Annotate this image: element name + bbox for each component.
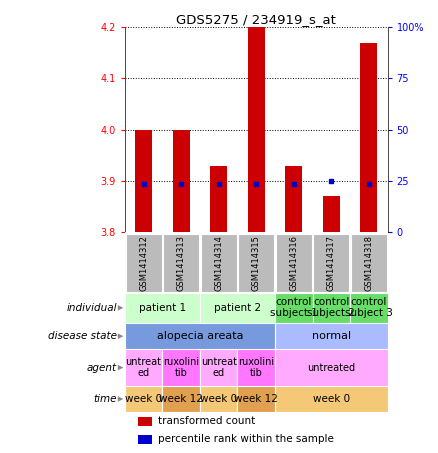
Bar bbox=[125, 349, 162, 386]
Text: untreated: untreated bbox=[307, 362, 355, 372]
Text: GSM1414312: GSM1414312 bbox=[139, 235, 148, 290]
Bar bbox=[350, 293, 388, 323]
Text: disease state: disease state bbox=[48, 331, 117, 341]
Bar bbox=[163, 234, 199, 292]
Bar bbox=[248, 27, 265, 232]
Text: GSM1414317: GSM1414317 bbox=[327, 235, 336, 290]
Bar bbox=[237, 386, 275, 412]
Bar bbox=[210, 166, 227, 232]
Text: agent: agent bbox=[87, 362, 117, 372]
Bar bbox=[285, 166, 302, 232]
Text: percentile rank within the sample: percentile rank within the sample bbox=[158, 434, 334, 444]
Bar bbox=[162, 386, 200, 412]
Text: patient 2: patient 2 bbox=[214, 303, 261, 313]
Bar bbox=[313, 293, 350, 323]
Text: GSM1414314: GSM1414314 bbox=[214, 235, 223, 290]
Bar bbox=[313, 234, 350, 292]
Bar bbox=[200, 349, 237, 386]
Bar bbox=[200, 386, 237, 412]
Bar bbox=[138, 435, 152, 444]
Bar bbox=[125, 323, 275, 349]
Text: GSM1414316: GSM1414316 bbox=[289, 235, 298, 290]
Text: control
subject 3: control subject 3 bbox=[345, 298, 393, 318]
Text: week 0: week 0 bbox=[200, 394, 237, 404]
Bar bbox=[126, 234, 162, 292]
Bar bbox=[351, 234, 387, 292]
Bar bbox=[275, 323, 388, 349]
Bar bbox=[360, 43, 377, 232]
Text: week 0: week 0 bbox=[125, 394, 162, 404]
Bar bbox=[276, 234, 312, 292]
Text: ruxolini
tib: ruxolini tib bbox=[163, 357, 199, 378]
Text: week 12: week 12 bbox=[159, 394, 203, 404]
Text: GSM1414318: GSM1414318 bbox=[364, 235, 373, 290]
Text: untreat
ed: untreat ed bbox=[126, 357, 162, 378]
Text: time: time bbox=[93, 394, 117, 404]
Bar bbox=[138, 417, 152, 426]
Bar bbox=[323, 197, 340, 232]
Bar bbox=[200, 293, 275, 323]
Text: GSM1414315: GSM1414315 bbox=[252, 235, 261, 290]
Bar bbox=[173, 130, 190, 232]
Bar bbox=[135, 130, 152, 232]
Bar bbox=[275, 349, 388, 386]
Text: control
subject 2: control subject 2 bbox=[307, 298, 355, 318]
Text: transformed count: transformed count bbox=[158, 416, 255, 426]
Text: GSM1414313: GSM1414313 bbox=[177, 235, 186, 290]
Text: patient 1: patient 1 bbox=[139, 303, 186, 313]
Bar bbox=[238, 234, 274, 292]
Text: individual: individual bbox=[67, 303, 117, 313]
Text: alopecia areata: alopecia areata bbox=[157, 331, 243, 341]
Text: normal: normal bbox=[312, 331, 351, 341]
Title: GDS5275 / 234919_s_at: GDS5275 / 234919_s_at bbox=[176, 13, 336, 26]
Bar bbox=[275, 293, 313, 323]
Bar bbox=[237, 349, 275, 386]
Bar bbox=[162, 349, 200, 386]
Text: untreat
ed: untreat ed bbox=[201, 357, 237, 378]
Bar bbox=[201, 234, 237, 292]
Text: week 12: week 12 bbox=[234, 394, 278, 404]
Bar bbox=[125, 293, 200, 323]
Text: ruxolini
tib: ruxolini tib bbox=[238, 357, 274, 378]
Text: control
subject 1: control subject 1 bbox=[270, 298, 318, 318]
Bar bbox=[275, 386, 388, 412]
Bar bbox=[125, 386, 162, 412]
Text: week 0: week 0 bbox=[313, 394, 350, 404]
